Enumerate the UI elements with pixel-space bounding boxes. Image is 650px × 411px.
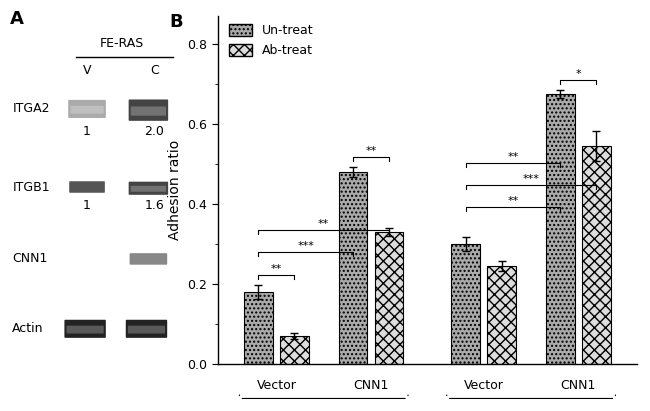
Bar [582,146,611,364]
FancyBboxPatch shape [129,99,168,121]
Text: Vector: Vector [256,379,296,393]
FancyBboxPatch shape [131,186,166,192]
Bar [244,292,273,364]
Text: CNN1: CNN1 [561,379,596,393]
Bar [339,172,367,364]
Bar [280,336,309,364]
Text: **: ** [508,196,519,206]
Text: 1: 1 [83,125,91,138]
Text: ITGB1: ITGB1 [12,180,50,194]
Text: 1: 1 [83,199,91,212]
Y-axis label: Adhesion ratio: Adhesion ratio [168,140,182,240]
FancyBboxPatch shape [69,181,105,193]
FancyBboxPatch shape [66,326,104,334]
FancyBboxPatch shape [68,100,106,118]
Text: A: A [10,10,24,28]
Text: C: C [150,64,159,77]
FancyBboxPatch shape [70,106,104,113]
Text: 1.6: 1.6 [144,199,164,212]
Bar [488,266,516,364]
FancyBboxPatch shape [129,182,168,195]
FancyBboxPatch shape [64,320,106,338]
Bar [374,232,404,364]
Text: CNN1: CNN1 [12,252,47,266]
Text: **: ** [508,152,519,162]
Text: Actin: Actin [12,322,44,335]
Text: ***: *** [523,174,540,184]
FancyBboxPatch shape [125,320,167,338]
Legend: Un-treat, Ab-treat: Un-treat, Ab-treat [224,19,318,62]
Bar [451,244,480,364]
Text: **: ** [318,219,330,229]
Text: CNN1: CNN1 [354,379,389,393]
Bar [546,94,575,364]
FancyBboxPatch shape [129,253,167,265]
Text: V: V [83,64,91,77]
Text: B: B [170,13,183,31]
FancyBboxPatch shape [131,106,166,116]
Text: 2.0: 2.0 [144,125,164,138]
FancyBboxPatch shape [128,326,165,334]
Text: FE-RAS: FE-RAS [99,37,144,50]
Text: **: ** [365,146,376,156]
Text: ***: *** [297,241,314,251]
Text: Vector: Vector [464,379,504,393]
Text: **: ** [271,263,282,273]
Text: *: * [576,69,581,79]
Text: ITGA2: ITGA2 [12,102,50,115]
